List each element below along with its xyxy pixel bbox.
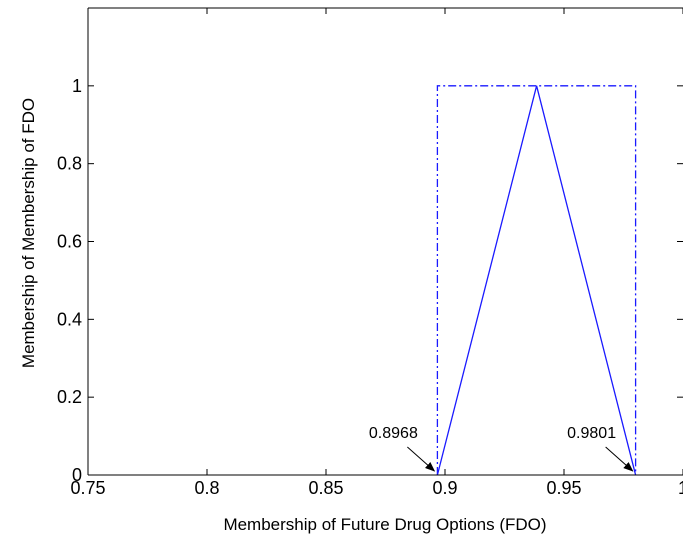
y-tick-label: 0.6 [57, 232, 82, 252]
x-tick-label: 1 [678, 478, 683, 498]
annotation-label: 0.9801 [567, 425, 616, 442]
x-axis: 0.75 0.8 0.85 0.9 0.95 1 [70, 8, 683, 498]
y-tick-label: 0.2 [57, 387, 82, 407]
annotation-arrow [407, 446, 436, 472]
x-axis-title: Membership of Future Drug Options (FDO) [223, 515, 546, 534]
y-tick-label: 0.4 [57, 309, 82, 329]
x-tick-label: 0.9 [432, 478, 457, 498]
x-tick-label: 0.95 [546, 478, 581, 498]
y-axis-title: Membership of Membership of FDO [19, 98, 38, 368]
y-tick-label: 0.8 [57, 154, 82, 174]
annotations-layer: 0.8968 0.9801 [369, 425, 634, 472]
plot-area [88, 8, 683, 475]
y-tick-label: 1 [72, 76, 82, 96]
annotation-label: 0.8968 [369, 425, 418, 442]
y-axis: 0 0.2 0.4 0.6 0.8 1 [57, 76, 683, 485]
y-tick-label: 0 [72, 465, 82, 485]
x-tick-label: 0.85 [308, 478, 343, 498]
x-tick-label: 0.8 [194, 478, 219, 498]
annotation-arrow [605, 446, 634, 472]
series-line-2 [436, 85, 637, 476]
x-tick-label: 0.75 [70, 478, 105, 498]
series-layer [436, 85, 637, 476]
series-line-1 [436, 85, 637, 475]
